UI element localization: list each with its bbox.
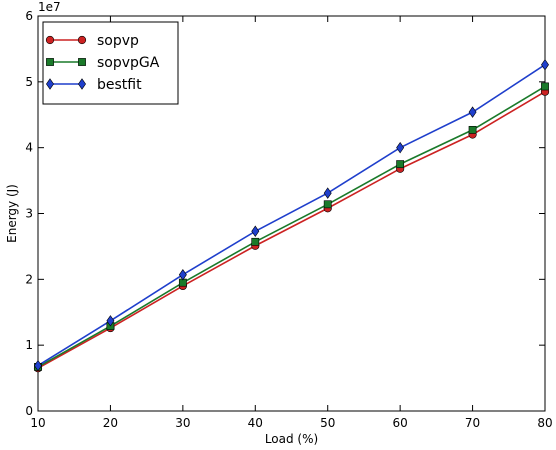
legend-marker-sopvp [45, 35, 55, 45]
data-point-sopvpGA [396, 160, 405, 169]
data-point-bestfit [251, 225, 260, 238]
y-axis-label: Energy (J) [5, 184, 19, 243]
data-point-bestfit [396, 141, 405, 154]
legend-box [42, 21, 179, 105]
data-point-bestfit [468, 106, 477, 118]
series-line-sopvp [37, 91, 546, 369]
x-tick-label: 80 [537, 416, 552, 430]
data-point-bestfit [178, 268, 187, 281]
legend-marker-sopvpGA [46, 58, 54, 66]
data-point-sopvpGA [468, 125, 477, 134]
x-axis-label: Load (%) [265, 432, 318, 446]
y-tick-label: 2 [25, 272, 33, 286]
x-tick-label: 30 [175, 416, 190, 430]
y-offset-label: 1e7 [38, 0, 61, 14]
series-markers [33, 58, 550, 373]
x-tick-label: 50 [320, 416, 335, 430]
x-tick-label: 70 [465, 416, 480, 430]
data-point-bestfit [106, 315, 115, 327]
y-tick-label: 6 [25, 9, 33, 23]
series-line-sopvpGA [37, 85, 546, 368]
legend-marker-sopvp [77, 35, 87, 45]
x-tick-label: 10 [30, 416, 45, 430]
legend: sopvp sopvpGA bestfit [42, 21, 179, 105]
data-point-sopvpGA [251, 237, 260, 246]
legend-label-sopvpGA: sopvpGA [97, 55, 160, 71]
data-point-sopvpGA [541, 82, 549, 91]
data-point-bestfit [323, 187, 332, 199]
x-tick-label: 60 [393, 416, 408, 430]
data-point-bestfit [541, 58, 549, 71]
data-point-sopvpGA [323, 200, 332, 209]
x-tick-label: 40 [248, 416, 263, 430]
y-tick-label: 3 [25, 207, 33, 221]
x-tick-label: 20 [103, 416, 118, 430]
series-lines [37, 64, 546, 369]
legend-label-bestfit: bestfit [97, 77, 142, 93]
y-tick-label: 1 [25, 338, 33, 352]
legend-marker-bestfit [78, 78, 86, 90]
series-line-bestfit [37, 64, 546, 367]
legend-label-sopvp: sopvp [97, 33, 139, 49]
axis-ticks: 10 20 30 40 50 60 70 80 0 1 2 3 4 5 6 [25, 9, 552, 430]
legend-marker-sopvpGA [78, 58, 86, 66]
y-tick-label: 0 [25, 404, 33, 418]
legend-marker-bestfit [46, 78, 54, 90]
y-tick-label: 5 [25, 75, 33, 89]
y-tick-label: 4 [25, 141, 33, 155]
data-point-bestfit [34, 359, 42, 372]
